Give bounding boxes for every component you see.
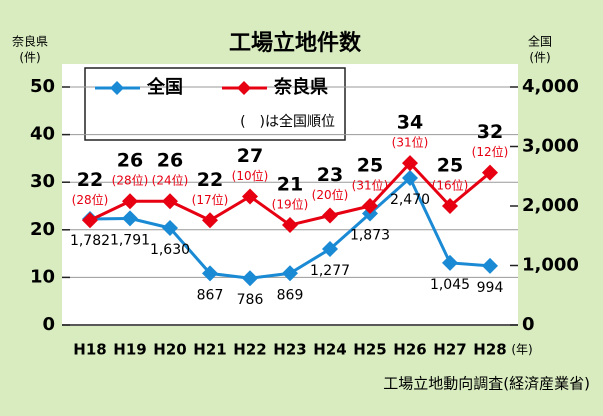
rank-label: (28位) [72, 192, 109, 207]
value-label: 22 [197, 169, 223, 191]
x-axis-unit: (年) [511, 343, 532, 357]
value-label: 32 [477, 121, 503, 143]
legend-label: 全国 [146, 76, 183, 98]
marker [242, 188, 258, 205]
marker [282, 265, 298, 282]
rank-label: (24位) [152, 173, 189, 188]
y2-axis-label: 全国 [528, 34, 552, 49]
marker [442, 254, 458, 271]
y2-axis-unit: (件) [529, 51, 550, 65]
x-tick-label: H22 [233, 341, 266, 359]
marker [122, 193, 138, 210]
rank-label: (28位) [112, 173, 149, 188]
x-tick-label: H18 [73, 341, 106, 359]
legend-box [84, 67, 346, 141]
value-label: 2,470 [390, 192, 430, 208]
legend-marker [237, 81, 251, 95]
marker [442, 198, 458, 214]
y2-tick-label: 2,000 [522, 195, 579, 216]
marker [162, 220, 178, 237]
rank-label: (31位) [392, 135, 429, 150]
value-label: 34 [397, 112, 423, 134]
y2-tick-label: 3,000 [522, 136, 579, 157]
y2-tick-label: 0 [522, 314, 535, 335]
marker [322, 241, 338, 258]
marker [162, 193, 178, 210]
value-label: 26 [117, 150, 143, 172]
marker [482, 257, 498, 274]
value-label: 22 [77, 169, 103, 191]
y-tick-label: 10 [30, 266, 55, 287]
value-label: 1,045 [430, 277, 470, 293]
rank-label: (16位) [432, 178, 469, 193]
y-tick-label: 40 [30, 124, 55, 145]
value-label: 25 [357, 155, 383, 177]
y-tick-label: 50 [30, 76, 55, 97]
value-label: 1,630 [150, 242, 190, 258]
value-label: 23 [317, 164, 343, 186]
marker [362, 198, 378, 214]
marker [402, 170, 418, 187]
y-tick-label: 30 [30, 171, 55, 192]
marker [242, 270, 258, 287]
marker [322, 207, 338, 224]
marker [122, 210, 138, 227]
x-tick-label: H25 [353, 341, 386, 359]
marker [82, 212, 98, 229]
rank-label: (12位) [472, 144, 509, 159]
x-tick-label: H23 [273, 341, 306, 359]
value-label: 26 [157, 150, 183, 172]
x-tick-label: H20 [153, 341, 186, 359]
legend-note: ( )は全国順位 [240, 113, 335, 130]
marker [402, 155, 418, 172]
y-axis-unit: (件) [19, 51, 40, 65]
value-label: 1,791 [110, 232, 150, 248]
value-label: 21 [277, 174, 303, 196]
rank-label: (20位) [312, 187, 349, 202]
y-tick-label: 20 [30, 219, 55, 240]
chart-title: 工場立地件数 [229, 30, 362, 56]
source: 工場立地動向調査(経済産業省) [383, 375, 590, 393]
marker [202, 265, 218, 282]
value-label: 27 [237, 145, 263, 167]
rank-label: (31位) [352, 178, 389, 193]
rank-label: (17位) [192, 192, 229, 207]
value-label: 869 [277, 287, 304, 303]
x-tick-label: H21 [193, 341, 226, 359]
x-tick-label: H27 [433, 341, 466, 359]
marker [202, 212, 218, 229]
rank-label: (19位) [272, 197, 309, 212]
x-tick-label: H19 [113, 341, 146, 359]
y-tick-label: 0 [42, 314, 55, 335]
x-tick-label: H28 [473, 341, 506, 359]
y2-tick-label: 4,000 [522, 76, 579, 97]
value-label: 1,277 [310, 263, 350, 279]
x-tick-label: H26 [393, 341, 426, 359]
marker [482, 164, 498, 181]
value-label: 994 [477, 280, 504, 296]
value-label: 786 [237, 292, 264, 308]
value-label: 1,873 [350, 228, 390, 244]
legend-label: 奈良県 [273, 76, 328, 98]
y-axis-label: 奈良県 [12, 34, 48, 49]
value-label: 867 [197, 287, 224, 303]
value-label: 1,782 [70, 233, 110, 249]
x-tick-label: H24 [313, 341, 346, 359]
legend-marker [110, 81, 124, 95]
y2-tick-label: 1,000 [522, 255, 579, 276]
value-label: 25 [437, 155, 463, 177]
rank-label: (10位) [232, 168, 269, 183]
marker [282, 217, 298, 234]
